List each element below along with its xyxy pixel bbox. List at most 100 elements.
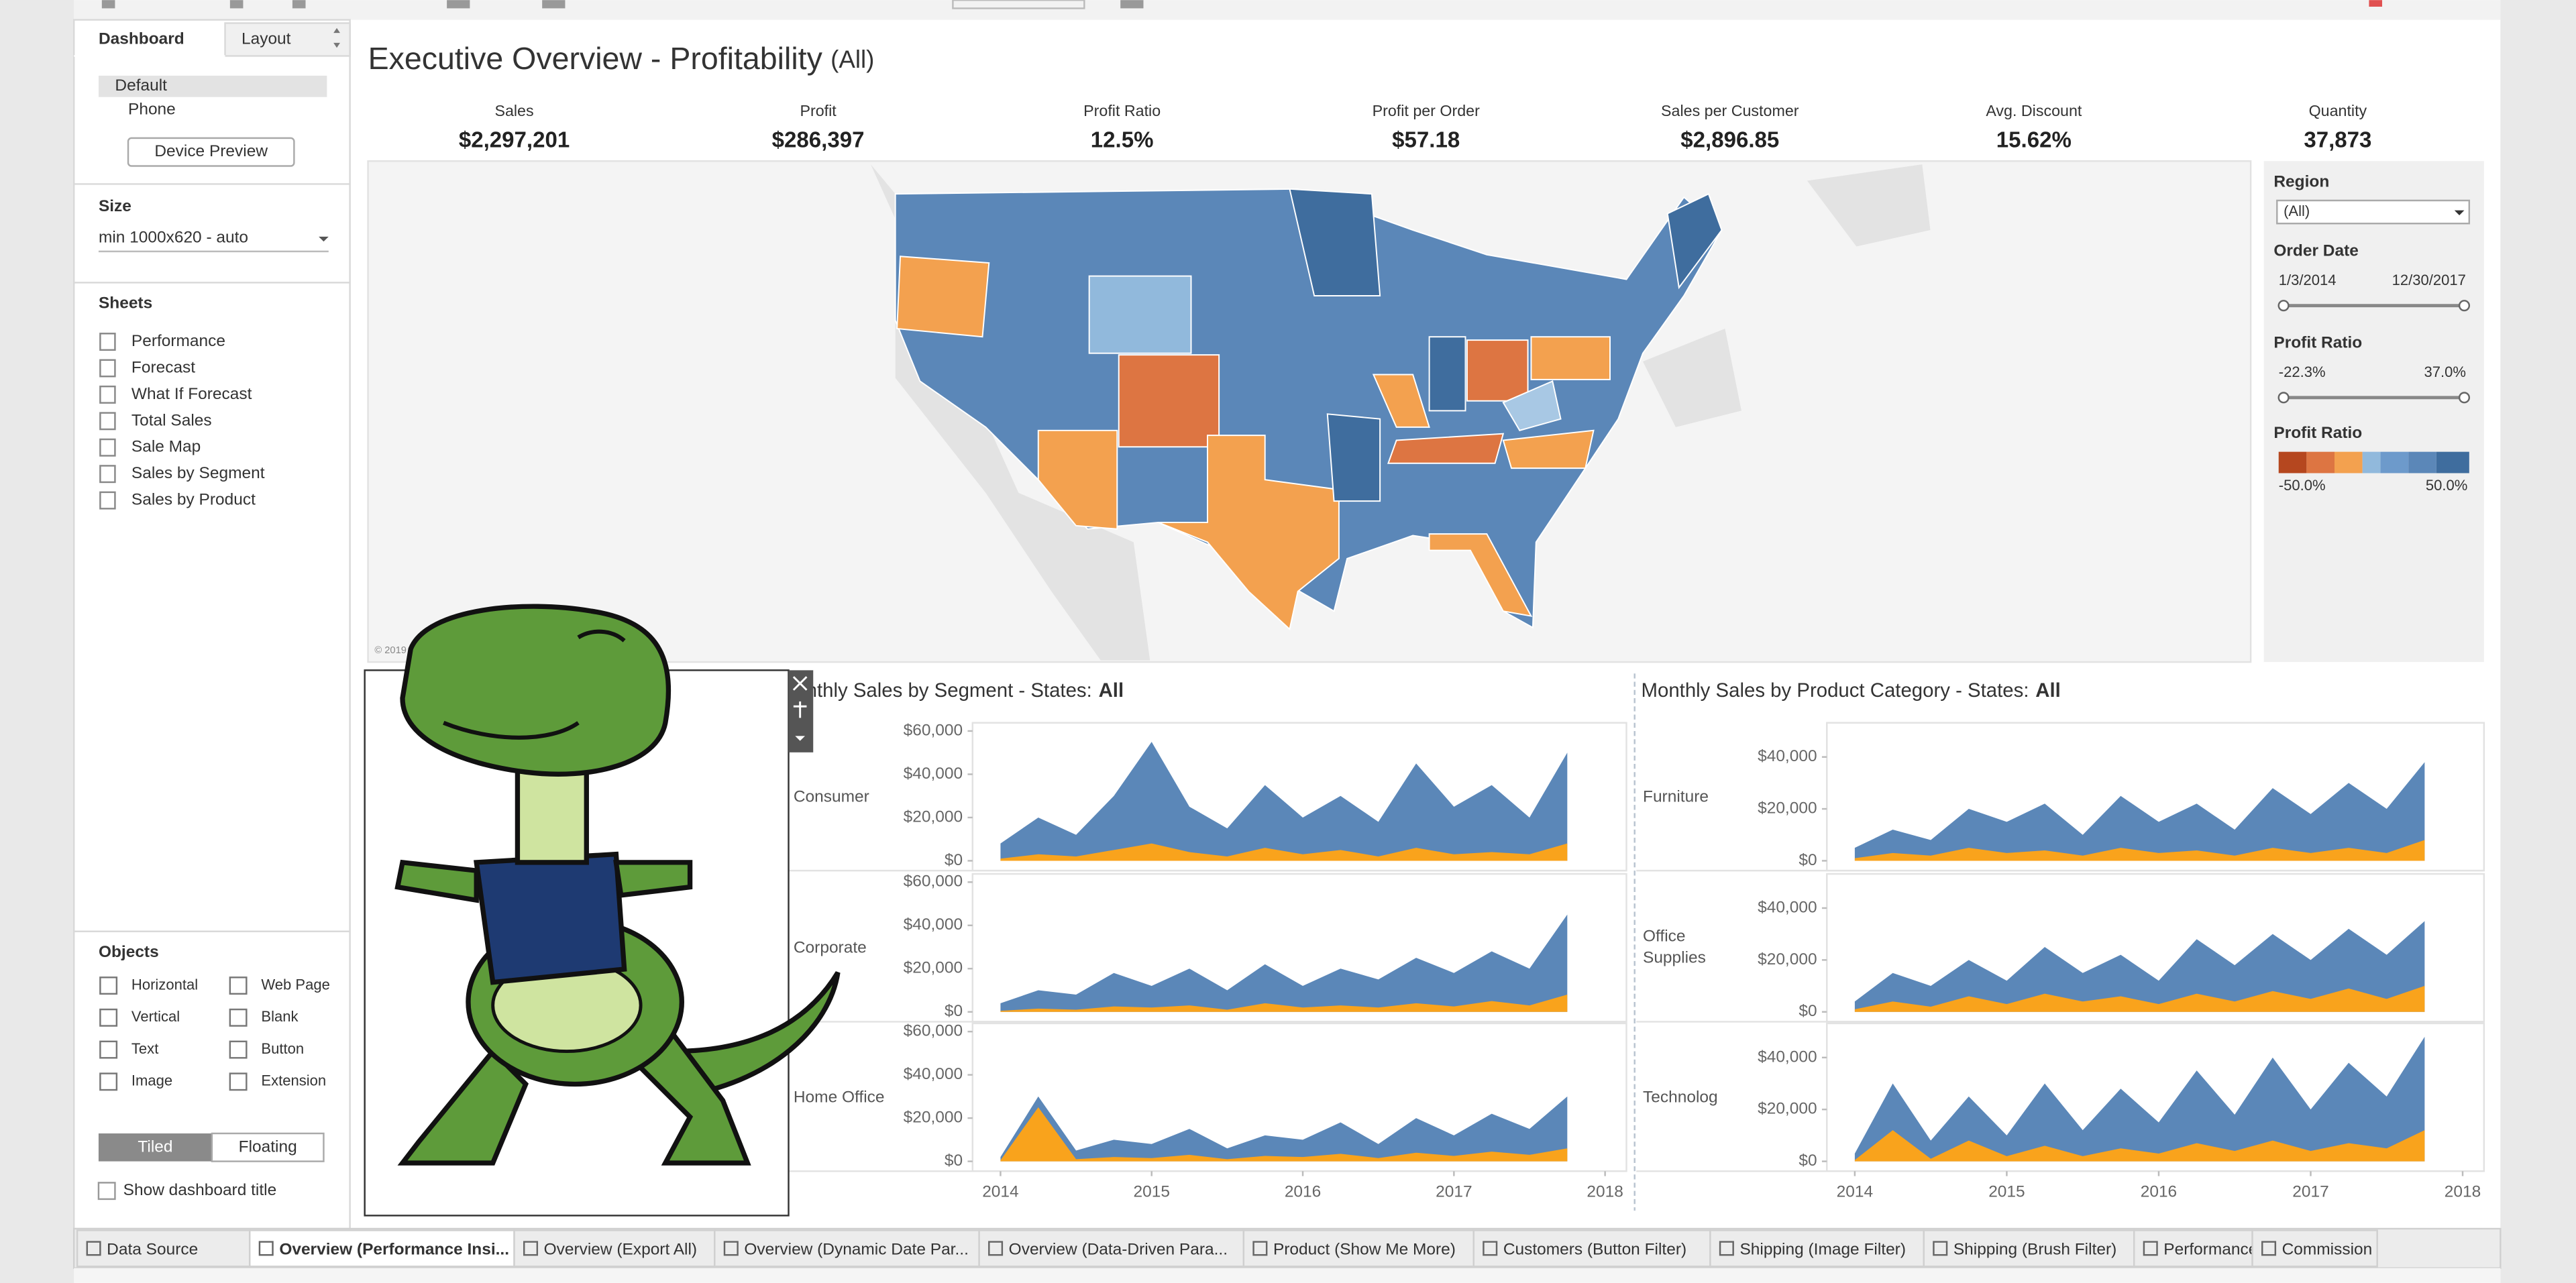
sheet-icon — [99, 333, 116, 351]
pin-icon[interactable] — [793, 701, 807, 718]
sheet-tab-label[interactable]: Commission — [2282, 1240, 2373, 1258]
sheet-tab-label[interactable]: Overview (Performance Insi... — [279, 1240, 509, 1258]
sheet-tab[interactable] — [1472, 1229, 1711, 1268]
kpi-value: $286,397 — [772, 128, 865, 153]
object-icon — [229, 1072, 248, 1091]
tab-icon — [1719, 1241, 1734, 1256]
close-icon[interactable] — [792, 676, 808, 691]
x-tick-label: 2018 — [1587, 1183, 1623, 1201]
row-label-box: Furniture — [1643, 787, 1709, 805]
sheet-tab-label[interactable]: Shipping (Image Filter) — [1739, 1240, 1906, 1258]
sheets-title: Sheets — [99, 294, 152, 313]
sheet-item[interactable]: Performance — [131, 332, 225, 350]
region-value[interactable]: (All) — [2284, 203, 2310, 219]
y-tick-label: $40,000 — [904, 915, 963, 934]
sheet-tab-label[interactable]: Shipping (Brush Filter) — [1953, 1240, 2116, 1258]
object-item[interactable]: Blank — [261, 1008, 299, 1025]
slider-handle[interactable] — [2458, 300, 2471, 312]
device-phone[interactable]: Phone — [128, 101, 176, 119]
chart-title-emphasis: All — [1099, 679, 1124, 702]
sheet-tab[interactable] — [513, 1229, 716, 1268]
ratio-max: 37.0% — [2424, 364, 2465, 380]
sheet-tab-label[interactable]: Overview (Dynamic Date Par... — [744, 1240, 969, 1258]
device-preview-label[interactable]: Device Preview — [154, 142, 268, 160]
row-label-box: Technology — [1643, 1089, 1717, 1107]
show-title-label[interactable]: Show dashboard title — [123, 1181, 277, 1199]
object-item[interactable]: Horizontal — [131, 976, 198, 993]
area — [1000, 742, 1568, 861]
sheet-item[interactable]: Total Sales — [131, 411, 212, 429]
tab-icon — [723, 1241, 739, 1256]
object-item[interactable]: Button — [261, 1040, 304, 1057]
tiled-button[interactable] — [98, 1133, 212, 1162]
row-label-box: Consumer — [794, 787, 869, 805]
dino-head — [400, 604, 672, 777]
slider-handle[interactable] — [2458, 392, 2471, 404]
state-north-carolina — [1502, 429, 1595, 469]
layout-tab-label[interactable]: Layout — [241, 30, 291, 48]
tiled-label[interactable]: Tiled — [138, 1137, 172, 1156]
y-tick-label: $20,000 — [904, 807, 963, 826]
sheet-tab[interactable] — [2251, 1229, 2378, 1268]
region-dropdown[interactable] — [2276, 199, 2471, 225]
area — [1854, 1036, 2425, 1162]
sheet-tab-label[interactable]: Data Source — [107, 1240, 198, 1258]
map-credit: © 2019 — [374, 645, 407, 656]
layout-tab[interactable] — [224, 22, 351, 57]
y-tick-label: $40,000 — [904, 1065, 963, 1083]
kpi-label: Profit Ratio — [1083, 102, 1161, 119]
dino-leg — [397, 1048, 529, 1166]
object-item[interactable]: Image — [131, 1072, 172, 1089]
dashboard-tab[interactable]: Dashboard — [99, 30, 184, 48]
device-preview-button[interactable] — [127, 137, 295, 167]
row-label-box: Corporate — [794, 939, 867, 957]
state-oregon — [896, 256, 990, 338]
toolbar-icon — [229, 0, 244, 9]
row-label: Office Supplies — [1642, 928, 1706, 968]
y-tick-label: $0 — [1799, 1152, 1817, 1170]
menu-icon[interactable] — [795, 736, 805, 741]
kpi-label: Quantity — [2309, 102, 2367, 119]
object-item[interactable]: Vertical — [131, 1008, 180, 1025]
show-title-checkbox[interactable] — [97, 1182, 116, 1201]
sheet-item[interactable]: Sales by Product — [131, 491, 256, 509]
floating-label[interactable]: Floating — [239, 1137, 297, 1156]
sheet-tab-label[interactable]: Customers (Button Filter) — [1503, 1240, 1686, 1258]
state-wyoming — [1088, 275, 1192, 354]
sheet-tab-label[interactable]: Product (Show Me More) — [1273, 1240, 1456, 1258]
object-item[interactable]: Extension — [261, 1072, 326, 1089]
slider-handle[interactable] — [2277, 392, 2290, 404]
y-tick-label: $20,000 — [1758, 950, 1817, 968]
size-dropdown[interactable]: min 1000x620 - auto — [99, 229, 248, 247]
sheet-tab[interactable] — [1709, 1229, 1925, 1268]
sheet-icon — [99, 385, 116, 404]
kpi-value: $2,297,201 — [459, 128, 570, 153]
x-tick-label: 2016 — [1285, 1183, 1321, 1201]
sheet-tab[interactable] — [76, 1229, 251, 1268]
tab-icon — [523, 1241, 539, 1256]
sheet-tab[interactable] — [978, 1229, 1245, 1268]
floating-button[interactable] — [211, 1132, 325, 1162]
x-tick-label: 2014 — [1837, 1183, 1873, 1201]
device-default[interactable]: Default — [115, 76, 167, 95]
area — [1000, 994, 1568, 1012]
object-item[interactable]: Web Page — [261, 976, 329, 993]
sheet-tab[interactable] — [714, 1229, 980, 1268]
sheet-tab[interactable] — [249, 1229, 515, 1268]
state-ohio — [1466, 339, 1529, 402]
kpi-value: $2,896.85 — [1680, 128, 1779, 153]
sheet-tab-label[interactable]: Performance — [2163, 1240, 2257, 1258]
sheet-item[interactable]: Forecast — [131, 358, 195, 376]
sheet-item[interactable]: Sales by Segment — [131, 464, 265, 482]
sheet-item[interactable]: What If Forecast — [131, 385, 252, 403]
sheet-tab-label[interactable]: Overview (Data-Driven Para... — [1009, 1240, 1228, 1258]
slider-handle[interactable] — [2277, 300, 2290, 312]
sheet-tab-label[interactable]: Overview (Export All) — [544, 1240, 697, 1258]
object-item[interactable]: Text — [131, 1040, 158, 1057]
sheet-item[interactable]: Sale Map — [131, 438, 201, 456]
toolbar-icon — [1120, 0, 1144, 9]
row-label-box: Office Supplies — [1642, 928, 1706, 968]
sheet-tab[interactable] — [2133, 1229, 2253, 1268]
row-label-box: Home Office — [794, 1089, 885, 1107]
